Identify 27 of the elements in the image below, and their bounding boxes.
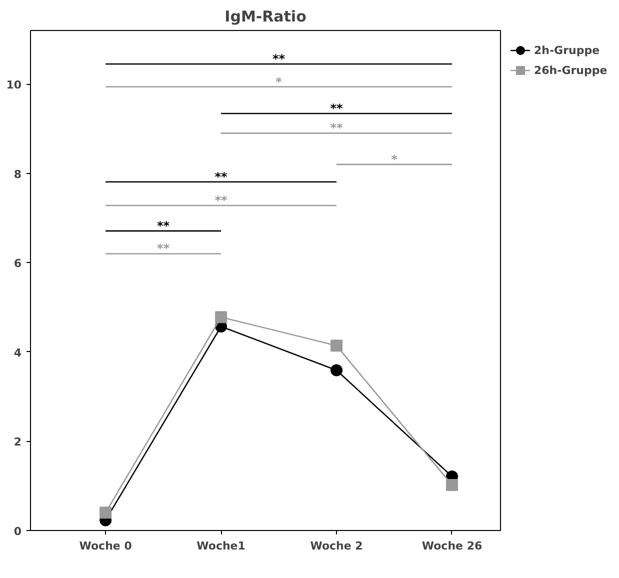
annotation: ** xyxy=(157,218,170,233)
y-tick-label: 10 xyxy=(6,78,22,92)
annotation: * xyxy=(391,152,398,166)
annotation: ** xyxy=(214,194,228,208)
legend-label: 2h-Gruppe xyxy=(534,44,600,56)
point xyxy=(330,364,343,376)
annotation: ** xyxy=(214,170,228,184)
y-tick-label: 4 xyxy=(14,346,22,360)
y-tick-label: 8 xyxy=(14,168,22,181)
annotation: ** xyxy=(272,52,286,66)
annotation: ** xyxy=(157,242,170,256)
point xyxy=(215,311,228,324)
point xyxy=(330,340,343,352)
y-tick-label: 6 xyxy=(14,257,22,270)
y-tick-label: 2 xyxy=(14,436,22,449)
x-tick-label: Woche1 xyxy=(196,540,246,552)
annotation: ** xyxy=(330,102,344,116)
annotation: ** xyxy=(330,121,344,136)
x-tick-label: Woche 0 xyxy=(79,540,132,552)
chart-title: IgM-Ratio xyxy=(224,8,306,26)
x-tick-label: Woche 2 xyxy=(310,540,363,552)
point xyxy=(100,506,112,519)
y-tick-label: 0 xyxy=(14,525,22,538)
point xyxy=(446,478,458,491)
x-tick-label: Woche 26 xyxy=(422,540,482,552)
legend-label: 26h-Gruppe xyxy=(534,64,608,76)
annotation: * xyxy=(276,74,283,89)
